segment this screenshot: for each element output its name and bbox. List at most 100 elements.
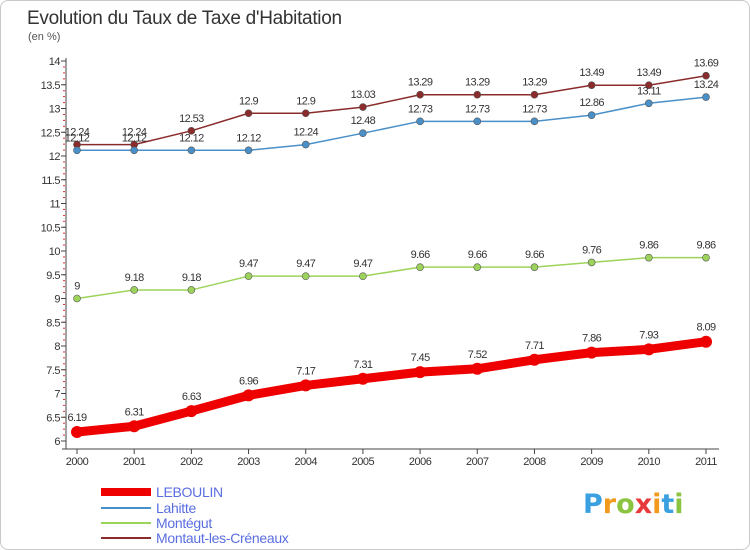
data-point [187,146,196,155]
legend-swatch-montaut [101,537,151,539]
data-label: 12.12 [179,132,204,144]
data-point [416,90,424,99]
data-point [702,71,710,80]
data-label: 12.12 [122,132,147,144]
data-point [702,253,710,262]
y-tick-label: 13 [49,104,61,116]
legend-label-lahitte: Lahitte [156,500,196,516]
legend-swatch-lahitte [101,507,151,509]
data-point [356,372,369,385]
y-tick-label: 10 [49,246,61,258]
data-label: 7.45 [411,352,430,364]
data-point [471,362,484,375]
data-point [645,253,653,262]
data-point [187,127,196,135]
data-label: 13.49 [637,67,662,79]
data-label: 13.69 [694,58,719,70]
data-point [242,389,255,402]
data-point [702,93,710,101]
data-label: 12.73 [408,103,433,115]
data-label: 9.66 [525,249,544,261]
data-point [130,146,138,155]
x-tick-label: 2004 [294,456,317,468]
x-tick-label: 2010 [638,456,661,468]
data-label: 9 [74,281,80,293]
y-tick-label: 9.5 [46,270,60,282]
legend-swatch-leboulin [101,488,151,496]
data-label: 7.93 [639,329,658,341]
data-point [587,111,596,119]
data-label: 7.86 [582,333,601,345]
x-tick-label: 2001 [123,456,146,468]
y-tick-label: 11.5 [41,175,60,187]
data-label: 12.48 [351,115,376,127]
data-label: 13.49 [579,67,604,79]
data-label: 13.03 [351,89,376,101]
series-line [76,96,707,152]
data-point [530,90,539,99]
y-tick-label: 6.5 [46,412,60,424]
x-tick-label: 2005 [352,456,375,468]
logo-letter: r [602,489,617,520]
logo-letter: P [583,489,603,520]
data-label: 8.09 [696,322,715,334]
data-point [187,286,196,294]
data-label: 12.12 [236,132,261,144]
legend-item-lahitte: Lahitte [101,500,341,517]
legend-item-montegut: Montégut [101,515,341,532]
data-point [414,366,427,379]
data-label: 6.19 [67,412,86,424]
data-point [299,379,312,392]
data-point [416,117,424,126]
y-tick-label: 10.5 [41,222,61,234]
data-label: 13.29 [465,77,490,89]
data-label: 9.66 [411,249,430,261]
data-label: 12.86 [579,97,604,109]
data-point [73,294,81,303]
x-tick-label: 2000 [66,456,89,468]
data-label: 6.31 [125,406,144,418]
legend-label-leboulin: LEBOULIN [156,484,223,500]
data-point [585,346,598,359]
y-tick-label: 12.5 [41,127,61,139]
data-label: 12.24 [65,127,90,139]
x-tick-label: 2007 [466,456,489,468]
legend-label-montegut: Montégut [156,515,212,531]
y-tick-label: 7.5 [46,365,60,377]
data-point [587,258,596,267]
series-line [76,74,707,146]
data-label: 9.47 [239,258,258,270]
legend-swatch-montegut [101,522,151,524]
data-label: 13.11 [637,85,661,97]
data-point [244,146,253,155]
data-label: 12.9 [239,95,258,107]
logo-letter: t [661,489,675,520]
data-point [642,343,655,356]
y-tick-label: 12 [49,151,61,163]
data-label: 7.17 [296,365,315,377]
y-tick-label: 9 [54,294,60,306]
data-point [301,140,310,149]
y-tick-label: 11 [50,199,61,211]
data-label: 6.96 [239,375,258,387]
legend-label-montaut: Montaut-les-Créneaux [156,530,289,546]
x-tick-label: 2011 [695,456,717,468]
data-label: 12.12 [65,132,90,144]
data-point [128,420,141,433]
logo-letter: i [674,489,684,520]
data-point [530,117,539,126]
data-label: 12.24 [293,127,318,139]
legend-item-montaut: Montaut-les-Créneaux [101,530,341,547]
data-point [645,81,653,90]
data-label: 12.73 [522,103,547,115]
series-line [72,337,711,437]
data-label: 6.63 [182,391,201,403]
data-label: 7.52 [468,349,487,361]
logo-letter: i [652,489,662,520]
y-tick-label: 13.5 [41,80,61,92]
data-label: 9.86 [696,240,715,252]
data-label: 13.29 [408,77,433,89]
data-label: 9.18 [182,272,201,284]
y-tick-label: 14 [49,56,61,68]
